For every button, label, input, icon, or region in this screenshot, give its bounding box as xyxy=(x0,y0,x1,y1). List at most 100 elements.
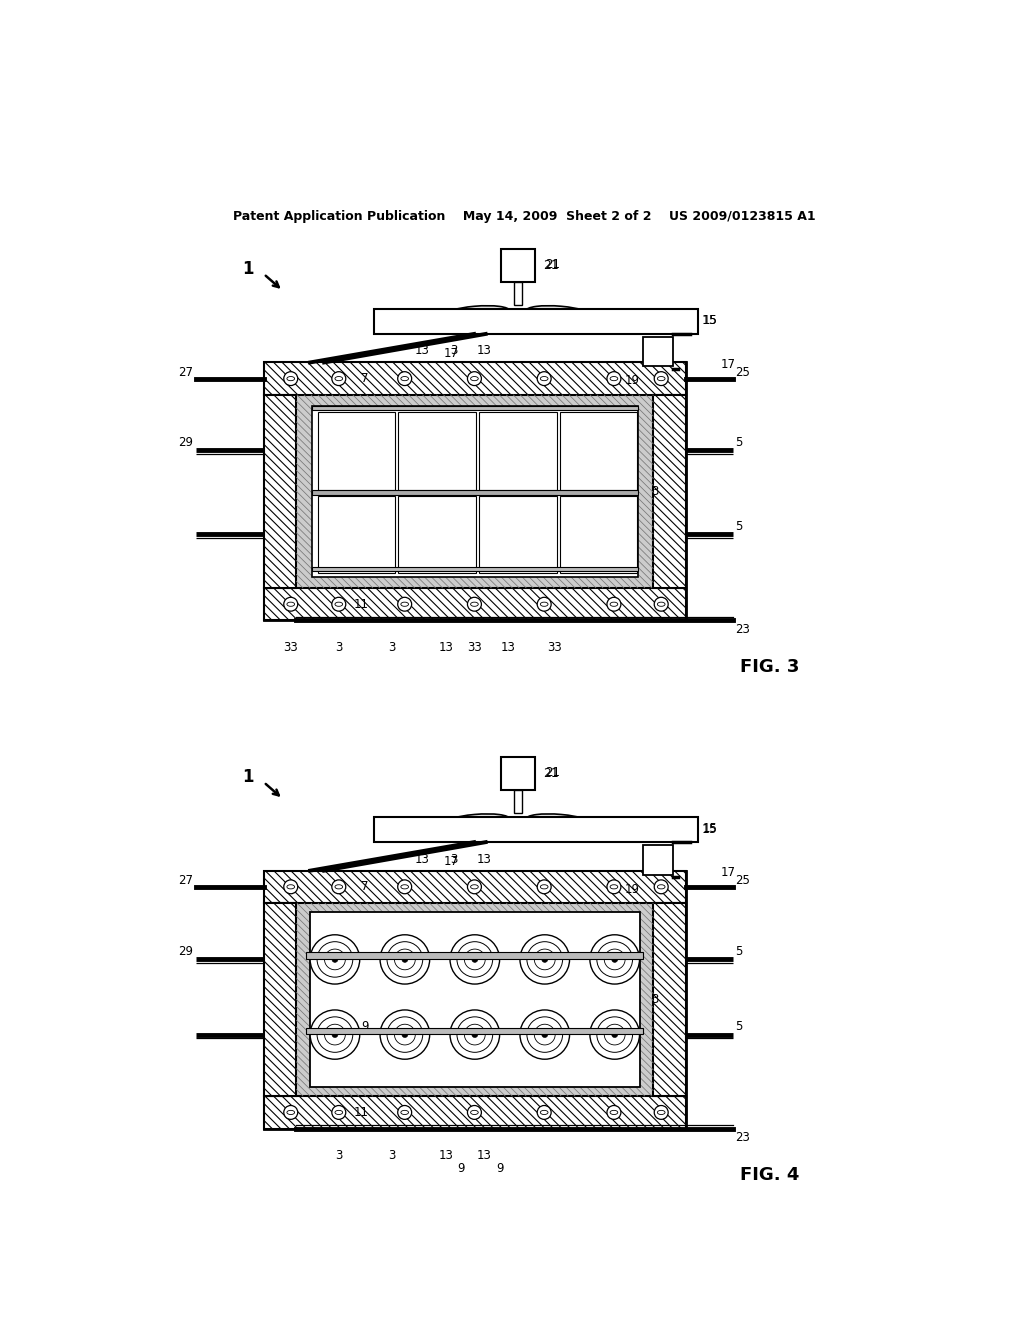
Bar xyxy=(375,817,697,842)
Bar xyxy=(643,845,673,875)
Circle shape xyxy=(332,1106,346,1119)
Text: 33: 33 xyxy=(467,640,482,653)
Bar xyxy=(263,589,686,620)
Text: 11: 11 xyxy=(353,1106,369,1119)
Circle shape xyxy=(542,957,548,962)
Circle shape xyxy=(611,957,617,962)
Circle shape xyxy=(465,1024,485,1045)
Bar xyxy=(311,490,638,495)
Circle shape xyxy=(380,1010,430,1059)
Text: 3: 3 xyxy=(388,640,395,653)
Ellipse shape xyxy=(541,1110,548,1114)
Circle shape xyxy=(520,1010,569,1059)
Circle shape xyxy=(527,941,562,977)
Circle shape xyxy=(332,1032,338,1038)
Bar xyxy=(398,412,476,490)
Circle shape xyxy=(538,372,551,385)
Circle shape xyxy=(387,941,423,977)
Circle shape xyxy=(401,1032,408,1038)
Text: 3: 3 xyxy=(651,993,658,1006)
Bar xyxy=(501,758,535,789)
Ellipse shape xyxy=(335,376,343,380)
Circle shape xyxy=(604,949,625,970)
Circle shape xyxy=(317,1016,353,1052)
Text: 15: 15 xyxy=(703,314,718,326)
Circle shape xyxy=(310,935,359,985)
Circle shape xyxy=(332,372,346,385)
Text: 15: 15 xyxy=(701,822,718,836)
Text: FIG. 4: FIG. 4 xyxy=(740,1166,800,1184)
Bar xyxy=(296,903,653,1096)
Circle shape xyxy=(472,1032,478,1038)
Text: 9: 9 xyxy=(497,1162,504,1175)
Ellipse shape xyxy=(287,1110,295,1114)
Text: 33: 33 xyxy=(547,640,561,653)
Bar xyxy=(263,363,686,395)
Text: 1: 1 xyxy=(243,260,254,277)
Bar xyxy=(310,912,640,1088)
Text: 3: 3 xyxy=(651,484,658,498)
Bar xyxy=(263,395,296,589)
Circle shape xyxy=(457,1016,493,1052)
Text: 21: 21 xyxy=(543,259,558,272)
Circle shape xyxy=(284,1106,298,1119)
Bar xyxy=(560,412,637,490)
Circle shape xyxy=(538,597,551,611)
Bar xyxy=(306,953,643,958)
Text: 5: 5 xyxy=(735,520,743,533)
Circle shape xyxy=(538,1106,551,1119)
Bar xyxy=(501,249,535,281)
Text: 33: 33 xyxy=(284,640,298,653)
Text: Patent Application Publication    May 14, 2009  Sheet 2 of 2    US 2009/0123815 : Patent Application Publication May 14, 2… xyxy=(233,210,816,223)
Text: 13: 13 xyxy=(438,640,454,653)
Circle shape xyxy=(654,1106,669,1119)
Bar xyxy=(479,412,557,490)
Circle shape xyxy=(387,1016,423,1052)
Ellipse shape xyxy=(657,602,665,606)
Circle shape xyxy=(401,957,408,962)
Text: 11: 11 xyxy=(353,598,369,611)
Circle shape xyxy=(467,880,481,894)
Circle shape xyxy=(450,1010,500,1059)
Circle shape xyxy=(465,949,485,970)
Ellipse shape xyxy=(471,602,478,606)
Ellipse shape xyxy=(471,1110,478,1114)
Ellipse shape xyxy=(287,884,295,888)
Circle shape xyxy=(467,372,481,385)
Ellipse shape xyxy=(471,376,478,380)
Text: 27: 27 xyxy=(178,366,194,379)
Ellipse shape xyxy=(335,1110,343,1114)
Text: 27: 27 xyxy=(178,874,194,887)
Bar xyxy=(643,337,673,367)
Text: 29: 29 xyxy=(178,945,194,958)
Text: 13: 13 xyxy=(415,345,430,358)
Ellipse shape xyxy=(287,602,295,606)
Text: 13: 13 xyxy=(438,1148,454,1162)
Circle shape xyxy=(284,372,298,385)
Bar xyxy=(263,363,686,620)
Ellipse shape xyxy=(657,1110,665,1114)
Text: 3: 3 xyxy=(335,1148,342,1162)
Bar xyxy=(263,871,686,1129)
Circle shape xyxy=(397,880,412,894)
Circle shape xyxy=(607,597,621,611)
Circle shape xyxy=(654,597,669,611)
Circle shape xyxy=(394,949,416,970)
Circle shape xyxy=(284,597,298,611)
Text: 13: 13 xyxy=(477,345,492,358)
Circle shape xyxy=(535,1024,555,1045)
Ellipse shape xyxy=(525,814,595,830)
Text: 9: 9 xyxy=(458,1162,465,1175)
Bar xyxy=(560,496,637,573)
Circle shape xyxy=(397,597,412,611)
Circle shape xyxy=(607,1106,621,1119)
Text: 13: 13 xyxy=(477,1148,492,1162)
Circle shape xyxy=(317,941,353,977)
Circle shape xyxy=(535,949,555,970)
Circle shape xyxy=(457,941,493,977)
Text: 9: 9 xyxy=(360,1020,369,1034)
Ellipse shape xyxy=(471,884,478,888)
Bar xyxy=(479,496,557,573)
Text: 17: 17 xyxy=(443,347,459,360)
Bar xyxy=(317,412,395,490)
